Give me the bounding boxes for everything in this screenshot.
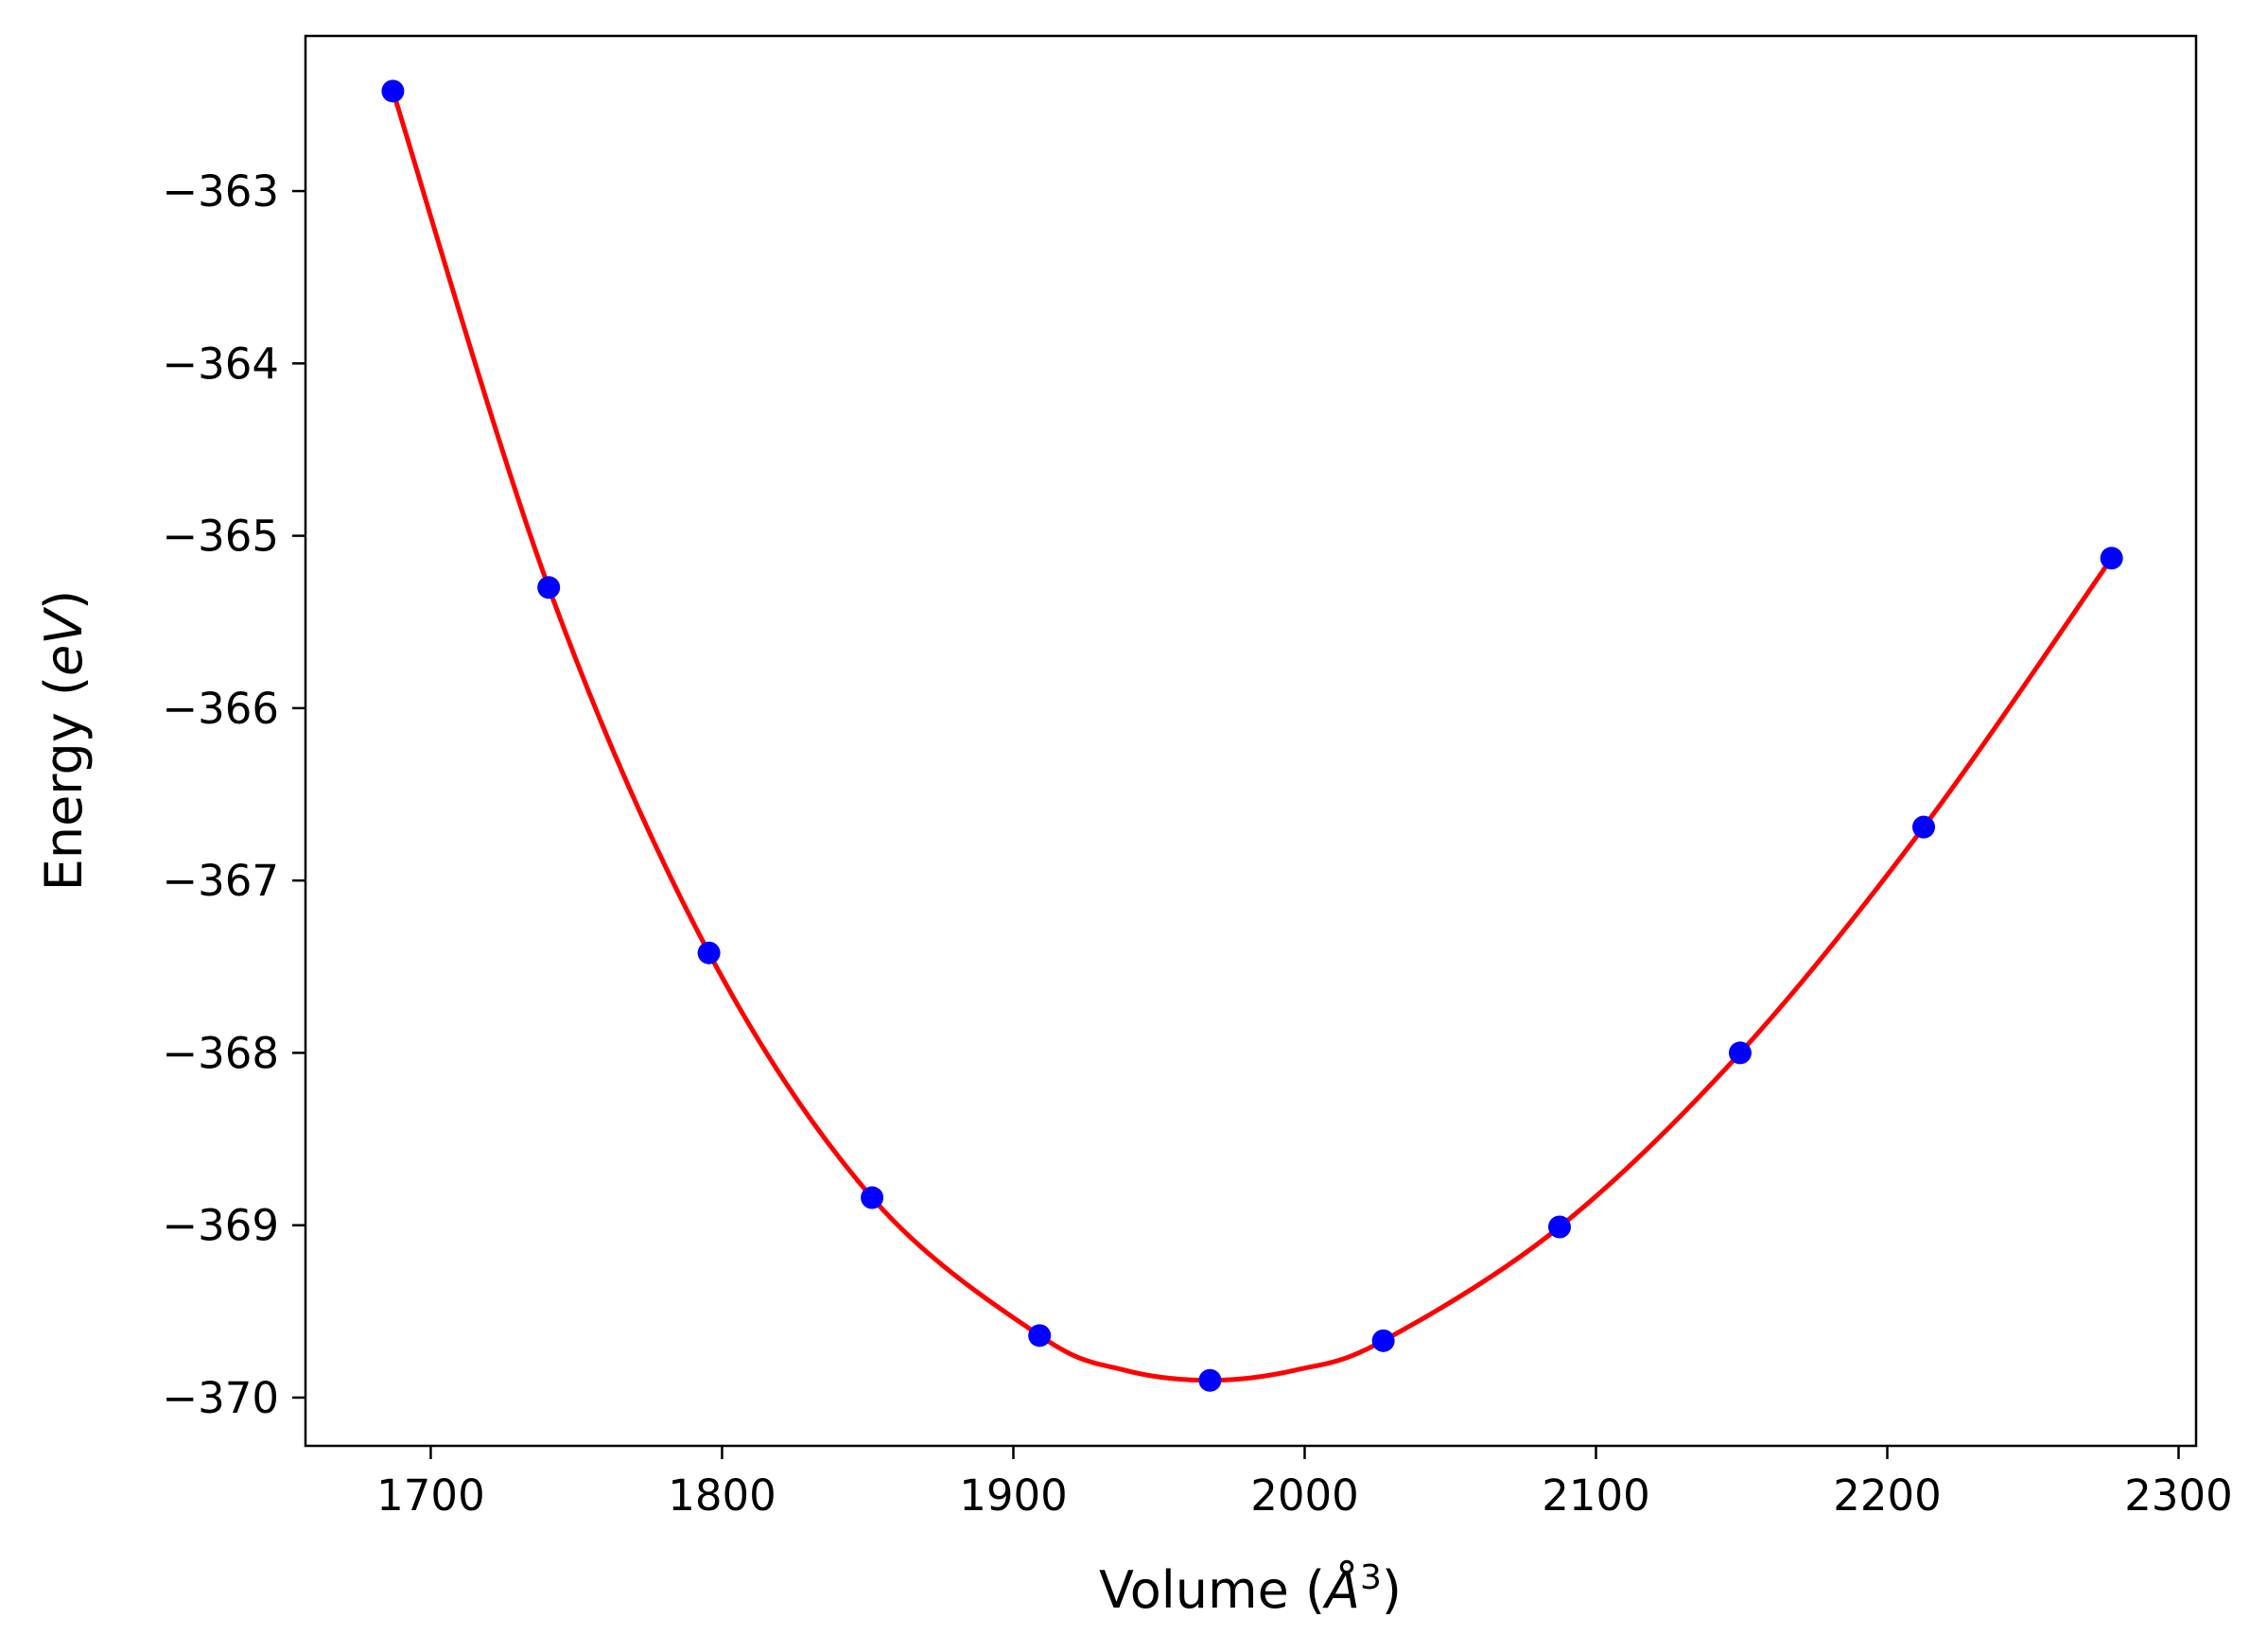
axes-frame: [304, 34, 2198, 1448]
data-point: [381, 79, 405, 103]
x-tick-label: 2000: [1250, 1470, 1359, 1521]
fit-curve: [391, 90, 2114, 1383]
y-tick-label: −366: [162, 684, 279, 734]
x-tick-label: 2200: [1833, 1470, 1942, 1521]
plot-area: [381, 79, 2123, 1392]
data-point: [1371, 1329, 1395, 1352]
data-point: [697, 941, 721, 965]
y-tick-label: −364: [162, 339, 279, 389]
y-axis-ticks: −363 −364 −365 −366 −367 −368 −369 −370: [162, 166, 305, 1423]
data-point: [1912, 815, 1936, 839]
y-tick-label: −363: [162, 166, 279, 217]
data-point: [2100, 547, 2123, 570]
x-tick-label: 1900: [959, 1470, 1068, 1521]
data-point: [537, 576, 561, 600]
x-axis-label: Volume (Å3): [1099, 1558, 1402, 1621]
y-tick-label: −368: [162, 1028, 279, 1078]
x-tick-label: 2300: [2124, 1470, 2233, 1521]
x-tick-label: 1700: [376, 1470, 485, 1521]
x-tick-label: 1800: [668, 1470, 776, 1521]
y-tick-label: −367: [162, 856, 279, 906]
y-tick-label: −365: [162, 512, 279, 562]
y-tick-label: −370: [162, 1373, 279, 1423]
data-point: [1547, 1215, 1571, 1239]
x-axis-ticks: 1700 1800 1900 2000 2100 2200 2300: [376, 1446, 2233, 1521]
data-point: [1028, 1324, 1052, 1348]
data-point: [861, 1186, 884, 1209]
y-axis-label: Energy (eV): [34, 590, 94, 892]
data-point: [1728, 1041, 1752, 1065]
x-tick-label: 2100: [1542, 1470, 1650, 1521]
data-point: [1198, 1368, 1222, 1392]
y-tick-label: −369: [162, 1201, 279, 1251]
